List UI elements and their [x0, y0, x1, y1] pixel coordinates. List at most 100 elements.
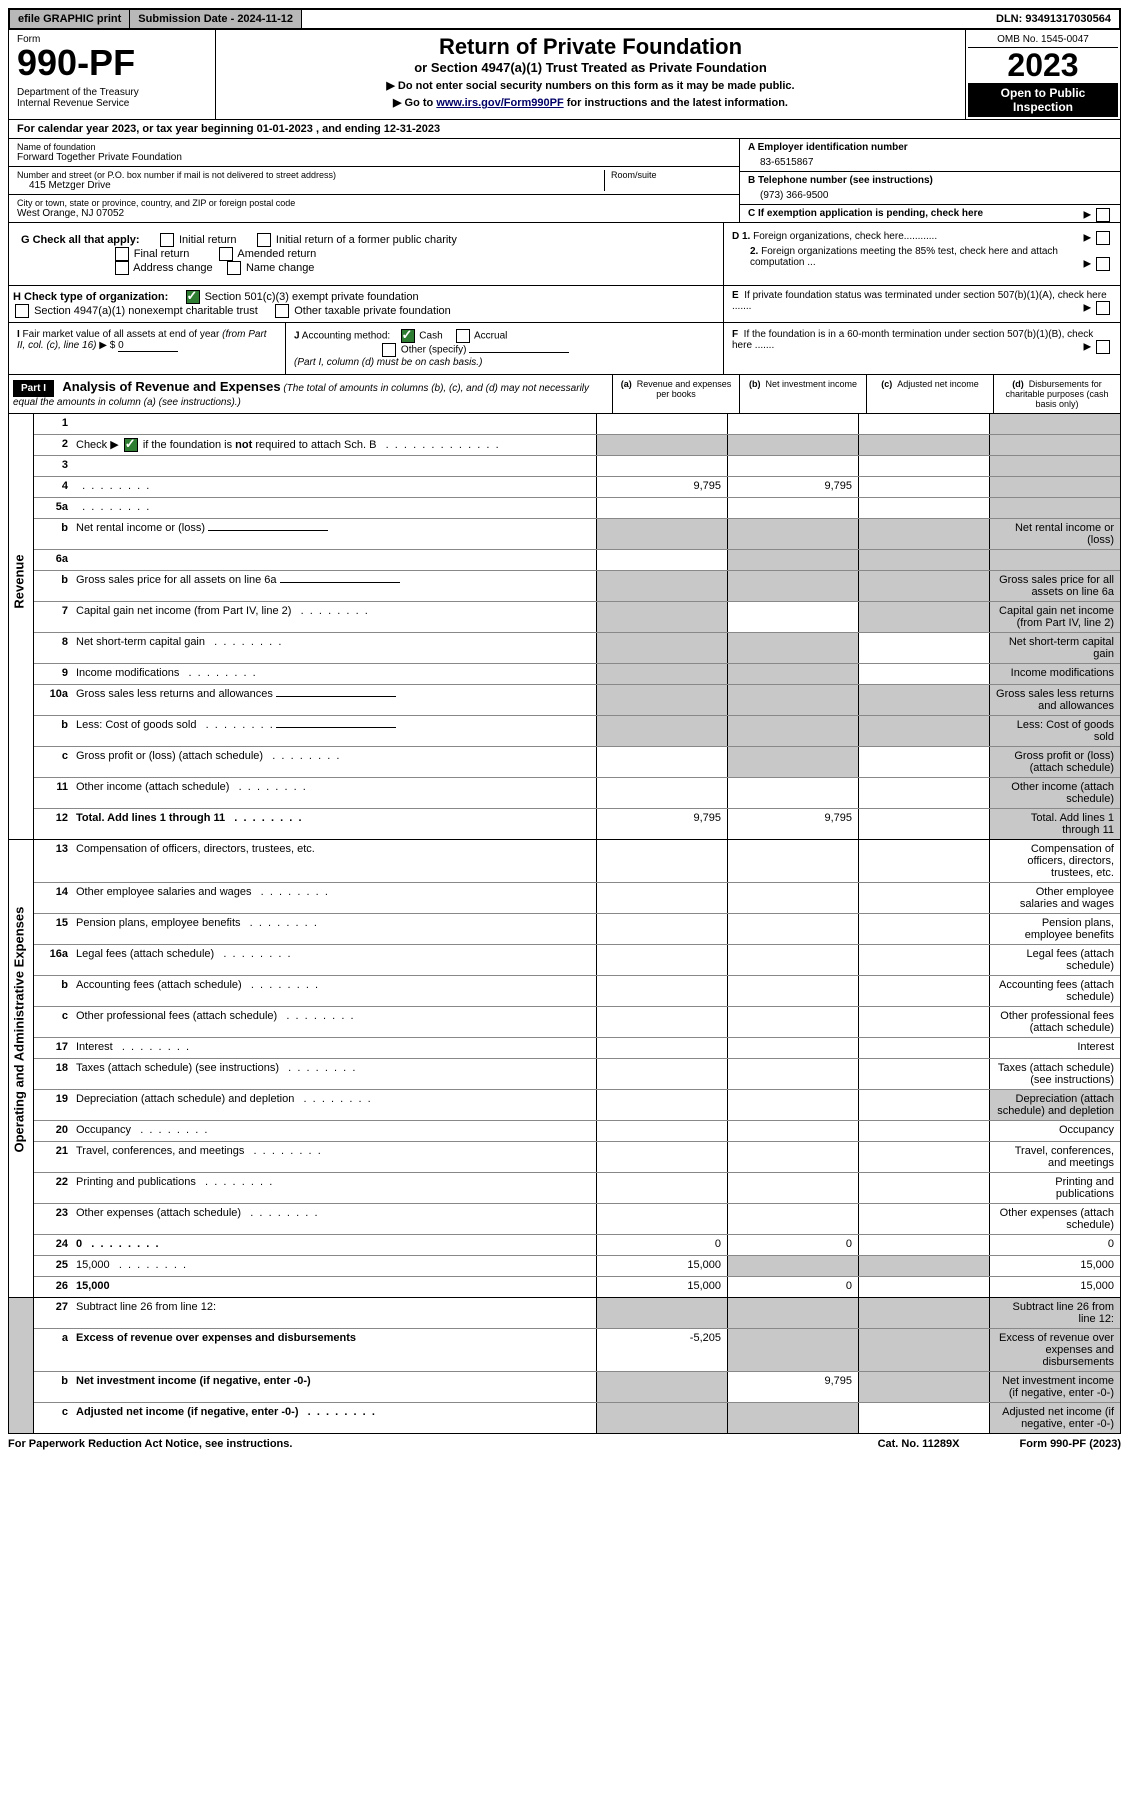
value-cell-b: 9,795: [727, 477, 858, 497]
value-cell-b: [727, 550, 858, 570]
g-name-checkbox[interactable]: [227, 261, 241, 275]
d1-checkbox[interactable]: [1096, 231, 1110, 245]
value-cell-a: [596, 1142, 727, 1172]
value-cell-b: [727, 1142, 858, 1172]
h-other-checkbox[interactable]: [275, 304, 289, 318]
efile-print-button[interactable]: efile GRAPHIC print: [10, 10, 130, 28]
h-label: H Check type of organization:: [13, 291, 168, 303]
f-checkbox[interactable]: [1096, 340, 1110, 354]
calendar-year-line: For calendar year 2023, or tax year begi…: [8, 120, 1121, 139]
value-cell-b: [727, 1038, 858, 1058]
row-number: 4: [34, 477, 72, 497]
table-row: 2Check ▶ if the foundation is not requir…: [34, 435, 1120, 456]
row-number: 21: [34, 1142, 72, 1172]
value-cell-d: Income modifications: [989, 664, 1120, 684]
value-cell-c: [858, 1090, 989, 1120]
value-cell-b: [727, 602, 858, 632]
value-cell-d: Legal fees (attach schedule): [989, 945, 1120, 975]
table-row: 23Other expenses (attach schedule) . . .…: [34, 1204, 1120, 1235]
table-row: 12Total. Add lines 1 through 11 . . . . …: [34, 809, 1120, 839]
j-accrual-checkbox[interactable]: [456, 329, 470, 343]
value-cell-b: [727, 840, 858, 882]
row-description: Net investment income (if negative, ente…: [72, 1372, 596, 1402]
value-cell-b: [727, 976, 858, 1006]
row-description: Adjusted net income (if negative, enter …: [72, 1403, 596, 1433]
value-cell-c: [858, 456, 989, 476]
value-cell-a: [596, 414, 727, 434]
g-final-checkbox[interactable]: [115, 247, 129, 261]
table-row: cAdjusted net income (if negative, enter…: [34, 1403, 1120, 1433]
tax-year: 2023: [968, 48, 1118, 83]
d2-checkbox[interactable]: [1096, 257, 1110, 271]
value-cell-d: Net short-term capital gain: [989, 633, 1120, 663]
value-cell-b: [727, 747, 858, 777]
g-initial-checkbox[interactable]: [160, 233, 174, 247]
table-row: 27Subtract line 26 from line 12:Subtract…: [34, 1298, 1120, 1329]
c-checkbox[interactable]: [1096, 208, 1110, 222]
value-cell-d: [989, 550, 1120, 570]
value-cell-a: [596, 602, 727, 632]
j-other-checkbox[interactable]: [382, 343, 396, 357]
table-row: 20Occupancy . . . . . . . .Occupancy: [34, 1121, 1120, 1142]
c-label: C If exemption application is pending, c…: [748, 208, 983, 219]
value-cell-c: [858, 1298, 989, 1328]
g-amended-checkbox[interactable]: [219, 247, 233, 261]
value-cell-c: [858, 664, 989, 684]
row-description: Taxes (attach schedule) (see instruction…: [72, 1059, 596, 1089]
h-501c3-checkbox[interactable]: [186, 290, 200, 304]
value-cell-a: 0: [596, 1235, 727, 1255]
h-4947-checkbox[interactable]: [15, 304, 29, 318]
value-cell-d: [989, 435, 1120, 455]
row-number: 1: [34, 414, 72, 434]
check-section-ijf: I Fair market value of all assets at end…: [8, 323, 1121, 375]
value-cell-b: [727, 633, 858, 663]
row-description: Excess of revenue over expenses and disb…: [72, 1329, 596, 1371]
value-cell-a: [596, 945, 727, 975]
value-cell-b: [727, 435, 858, 455]
table-row: 4 . . . . . . . .9,7959,795: [34, 477, 1120, 498]
value-cell-c: [858, 1121, 989, 1141]
form-number: 990-PF: [17, 45, 207, 81]
submission-date: Submission Date - 2024-11-12: [130, 10, 302, 28]
value-cell-d: Occupancy: [989, 1121, 1120, 1141]
value-cell-d: [989, 456, 1120, 476]
revenue-side-label: Revenue: [12, 552, 27, 612]
check-section-gd: G Check all that apply: Initial return I…: [8, 223, 1121, 286]
value-cell-a: 9,795: [596, 809, 727, 839]
table-row: 11Other income (attach schedule) . . . .…: [34, 778, 1120, 809]
value-cell-b: [727, 1256, 858, 1276]
row-number: 26: [34, 1277, 72, 1297]
g-address-checkbox[interactable]: [115, 261, 129, 275]
table-row: aExcess of revenue over expenses and dis…: [34, 1329, 1120, 1372]
irs-link[interactable]: www.irs.gov/Form990PF: [436, 97, 563, 109]
value-cell-c: [858, 571, 989, 601]
value-cell-d: Other income (attach schedule): [989, 778, 1120, 808]
row-description: 15,000: [72, 1277, 596, 1297]
page-footer: For Paperwork Reduction Act Notice, see …: [8, 1434, 1121, 1454]
value-cell-a: 15,000: [596, 1277, 727, 1297]
table-row: 6a: [34, 550, 1120, 571]
value-cell-d: Interest: [989, 1038, 1120, 1058]
g-initial-former-checkbox[interactable]: [257, 233, 271, 247]
row-number: 20: [34, 1121, 72, 1141]
footer-form: Form 990-PF (2023): [1020, 1438, 1122, 1450]
value-cell-c: [858, 1372, 989, 1402]
table-row: 16aLegal fees (attach schedule) . . . . …: [34, 945, 1120, 976]
row-number: 6a: [34, 550, 72, 570]
row-description: Gross profit or (loss) (attach schedule)…: [72, 747, 596, 777]
row-description: Legal fees (attach schedule) . . . . . .…: [72, 945, 596, 975]
e-checkbox[interactable]: [1096, 301, 1110, 315]
value-cell-b: [727, 1298, 858, 1328]
part1-title: Analysis of Revenue and Expenses: [62, 379, 280, 394]
value-cell-c: [858, 414, 989, 434]
value-cell-c: [858, 633, 989, 663]
row-description: Net rental income or (loss): [72, 519, 596, 549]
j-cash-checkbox[interactable]: [401, 329, 415, 343]
value-cell-c: [858, 1007, 989, 1037]
row-number: b: [34, 571, 72, 601]
value-cell-a: [596, 1059, 727, 1089]
value-cell-a: [596, 747, 727, 777]
row-number: 2: [34, 435, 72, 455]
value-cell-d: Net investment income (if negative, ente…: [989, 1372, 1120, 1402]
value-cell-a: [596, 1007, 727, 1037]
